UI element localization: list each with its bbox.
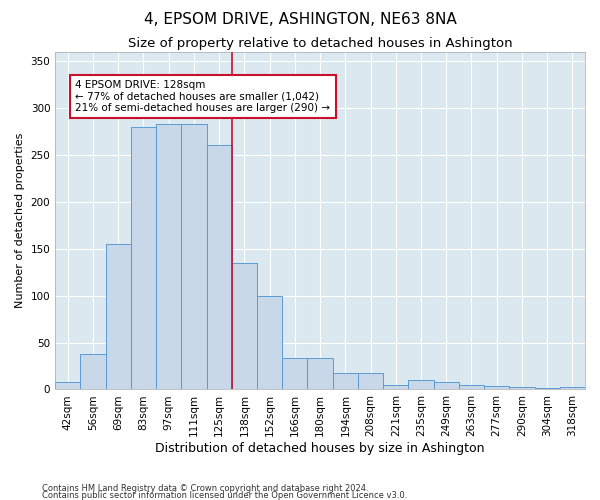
Bar bbox=[358, 372, 383, 390]
Text: Contains HM Land Registry data © Crown copyright and database right 2024.: Contains HM Land Registry data © Crown c… bbox=[42, 484, 368, 493]
Bar bbox=[55, 382, 80, 390]
Bar bbox=[131, 126, 156, 390]
Bar bbox=[434, 382, 459, 390]
Bar bbox=[257, 296, 282, 390]
Text: Contains public sector information licensed under the Open Government Licence v3: Contains public sector information licen… bbox=[42, 490, 407, 500]
Bar bbox=[156, 124, 181, 390]
Y-axis label: Number of detached properties: Number of detached properties bbox=[15, 133, 25, 308]
Bar bbox=[383, 385, 409, 390]
Bar bbox=[206, 146, 232, 390]
Bar bbox=[459, 385, 484, 390]
Bar bbox=[484, 386, 509, 390]
Bar bbox=[282, 358, 307, 390]
X-axis label: Distribution of detached houses by size in Ashington: Distribution of detached houses by size … bbox=[155, 442, 485, 455]
Bar bbox=[80, 354, 106, 390]
Text: 4, EPSOM DRIVE, ASHINGTON, NE63 8NA: 4, EPSOM DRIVE, ASHINGTON, NE63 8NA bbox=[143, 12, 457, 28]
Bar bbox=[560, 386, 585, 390]
Text: 4 EPSOM DRIVE: 128sqm
← 77% of detached houses are smaller (1,042)
21% of semi-d: 4 EPSOM DRIVE: 128sqm ← 77% of detached … bbox=[76, 80, 331, 113]
Bar bbox=[307, 358, 332, 390]
Bar bbox=[106, 244, 131, 390]
Bar bbox=[409, 380, 434, 390]
Bar bbox=[332, 372, 358, 390]
Bar bbox=[181, 124, 206, 390]
Bar bbox=[232, 263, 257, 390]
Title: Size of property relative to detached houses in Ashington: Size of property relative to detached ho… bbox=[128, 38, 512, 51]
Bar bbox=[509, 386, 535, 390]
Bar bbox=[535, 388, 560, 390]
